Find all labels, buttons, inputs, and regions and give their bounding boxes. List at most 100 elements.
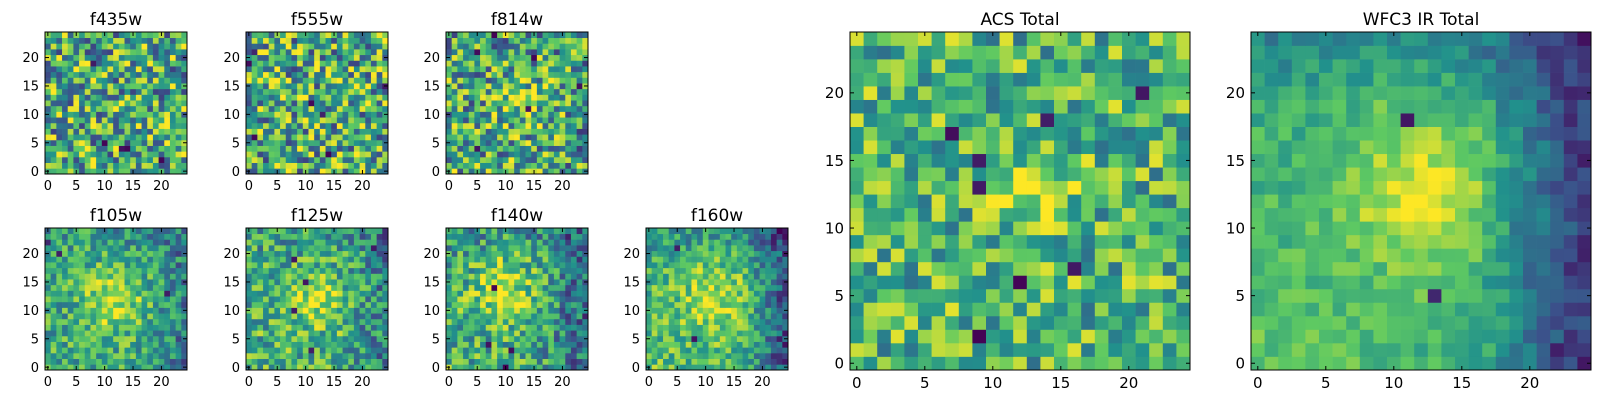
heatmap-cell — [565, 94, 572, 101]
heatmap-cell — [169, 145, 176, 152]
heatmap-cell — [508, 324, 515, 331]
heatmap-cell — [291, 83, 298, 90]
heatmap-cell — [130, 233, 137, 240]
heatmap-cell — [474, 156, 481, 163]
heatmap-cell — [576, 284, 583, 291]
heatmap-cell — [497, 330, 504, 337]
heatmap-cell — [118, 313, 125, 320]
heatmap-cell — [570, 162, 577, 169]
heatmap-cell — [246, 358, 253, 365]
heatmap-cell — [251, 318, 258, 325]
heatmap-cell — [141, 66, 148, 73]
heatmap-cell — [468, 60, 475, 67]
heatmap-cell — [753, 358, 760, 365]
heatmap-cell — [152, 43, 159, 50]
heatmap-cell — [502, 145, 509, 152]
heatmap-cell — [79, 54, 86, 61]
heatmap-cell — [268, 352, 275, 359]
heatmap-cell — [175, 71, 182, 78]
heatmap-cell — [257, 284, 264, 291]
heatmap-cell — [451, 77, 458, 84]
heatmap-cell — [918, 221, 932, 236]
heatmap-cell — [124, 162, 131, 169]
heatmap-cell — [582, 233, 589, 240]
heatmap-cell — [314, 134, 321, 141]
heatmap-cell — [570, 364, 577, 371]
heatmap-cell — [62, 156, 69, 163]
heatmap-cell — [164, 228, 171, 235]
heatmap-cell — [365, 83, 372, 90]
heatmap-cell — [158, 100, 165, 107]
heatmap-cell — [84, 279, 91, 286]
heatmap-cell — [776, 324, 783, 331]
heatmap-cell — [319, 284, 326, 291]
heatmap-cell — [497, 262, 504, 269]
heatmap-cell — [169, 324, 176, 331]
heatmap-cell — [725, 273, 732, 280]
heatmap-cell — [96, 54, 103, 61]
heatmap-cell — [553, 117, 560, 124]
heatmap-cell — [50, 284, 57, 291]
heatmap-cell — [147, 105, 154, 112]
heatmap-cell — [50, 296, 57, 303]
heatmap-cell — [480, 66, 487, 73]
heatmap-cell — [685, 313, 692, 320]
heatmap-cell — [251, 341, 258, 348]
heatmap-cell — [376, 284, 383, 291]
heatmap-cell — [565, 239, 572, 246]
heatmap-cell — [770, 352, 777, 359]
heatmap-cell — [152, 262, 159, 269]
heatmap-cell — [164, 139, 171, 146]
heatmap-cell — [67, 273, 74, 280]
heatmap-cell — [67, 134, 74, 141]
heatmap-cell — [559, 100, 566, 107]
heatmap-cell — [268, 83, 275, 90]
heatmap-cell — [124, 284, 131, 291]
heatmap-cell — [548, 71, 555, 78]
heatmap-cell — [451, 301, 458, 308]
heatmap-cell — [502, 83, 509, 90]
heatmap-cell — [96, 324, 103, 331]
heatmap-cell — [918, 167, 932, 182]
heatmap-cell — [314, 139, 321, 146]
heatmap-cell — [285, 162, 292, 169]
heatmap-cell — [674, 250, 681, 257]
heatmap-cell — [141, 105, 148, 112]
heatmap-cell — [570, 128, 577, 135]
heatmap-cell — [251, 364, 258, 371]
heatmap-cell — [1081, 275, 1096, 290]
heatmap-cell — [141, 94, 148, 101]
x-tick-label: 5 — [473, 375, 481, 390]
heatmap-cell — [702, 330, 709, 337]
heatmap-cell — [850, 261, 864, 276]
heatmap-cell — [353, 32, 360, 39]
heatmap-cell — [359, 290, 366, 297]
heatmap-cell — [559, 330, 566, 337]
heatmap-cell — [508, 145, 515, 152]
heatmap-cell — [742, 307, 749, 314]
heatmap-cell — [553, 100, 560, 107]
heatmap-cell — [542, 43, 549, 50]
heatmap-cell — [714, 284, 721, 291]
heatmap-cell — [164, 88, 171, 95]
heatmap-cell — [268, 347, 275, 354]
heatmap-cell — [542, 250, 549, 257]
heatmap-cell — [84, 347, 91, 354]
heatmap-cell — [325, 134, 332, 141]
heatmap-cell — [147, 284, 154, 291]
heatmap-cell — [514, 88, 521, 95]
heatmap-cell — [353, 168, 360, 175]
heatmap-cell — [559, 66, 566, 73]
heatmap-cell — [280, 301, 287, 308]
heatmap-cell — [280, 134, 287, 141]
heatmap-cell — [319, 262, 326, 269]
heatmap-cell — [782, 284, 789, 291]
heatmap-cell — [736, 341, 743, 348]
heatmap-cell — [147, 83, 154, 90]
heatmap-cell — [79, 245, 86, 252]
heatmap-cell — [130, 43, 137, 50]
heatmap-cell — [124, 94, 131, 101]
heatmap-cell — [297, 162, 304, 169]
heatmap-cell — [674, 284, 681, 291]
heatmap-cell — [376, 156, 383, 163]
